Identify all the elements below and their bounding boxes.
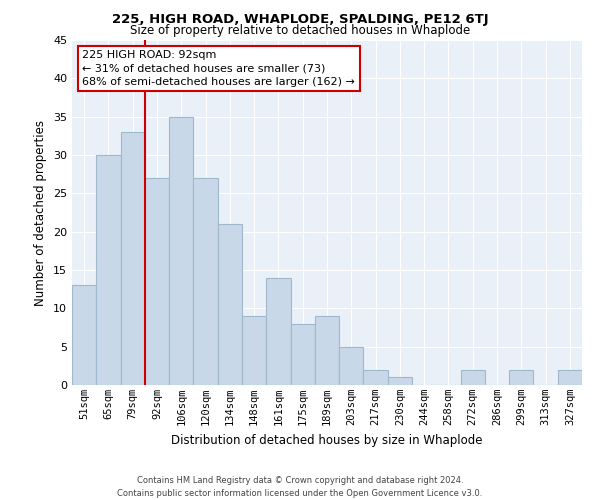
Bar (339, 346, 364, 385)
Bar (388, 378, 412, 385)
Text: Contains HM Land Registry data © Crown copyright and database right 2024.
Contai: Contains HM Land Registry data © Crown c… (118, 476, 482, 498)
X-axis label: Distribution of detached houses by size in Whaplode: Distribution of detached houses by size … (171, 434, 483, 446)
Y-axis label: Number of detached properties: Number of detached properties (34, 120, 47, 306)
Bar (218, 224, 242, 385)
Bar (266, 278, 290, 385)
Text: Size of property relative to detached houses in Whaplode: Size of property relative to detached ho… (130, 24, 470, 37)
Bar (509, 370, 533, 385)
Bar (72, 286, 96, 385)
Bar (96, 155, 121, 385)
Text: 225, HIGH ROAD, WHAPLODE, SPALDING, PE12 6TJ: 225, HIGH ROAD, WHAPLODE, SPALDING, PE12… (112, 12, 488, 26)
Bar (290, 324, 315, 385)
Bar (315, 316, 339, 385)
Text: 225 HIGH ROAD: 92sqm
← 31% of detached houses are smaller (73)
68% of semi-detac: 225 HIGH ROAD: 92sqm ← 31% of detached h… (82, 50, 355, 87)
Bar (461, 370, 485, 385)
Bar (121, 132, 145, 385)
Bar (193, 178, 218, 385)
Bar (242, 316, 266, 385)
Bar (169, 116, 193, 385)
Bar (558, 370, 582, 385)
Bar (364, 370, 388, 385)
Bar (145, 178, 169, 385)
